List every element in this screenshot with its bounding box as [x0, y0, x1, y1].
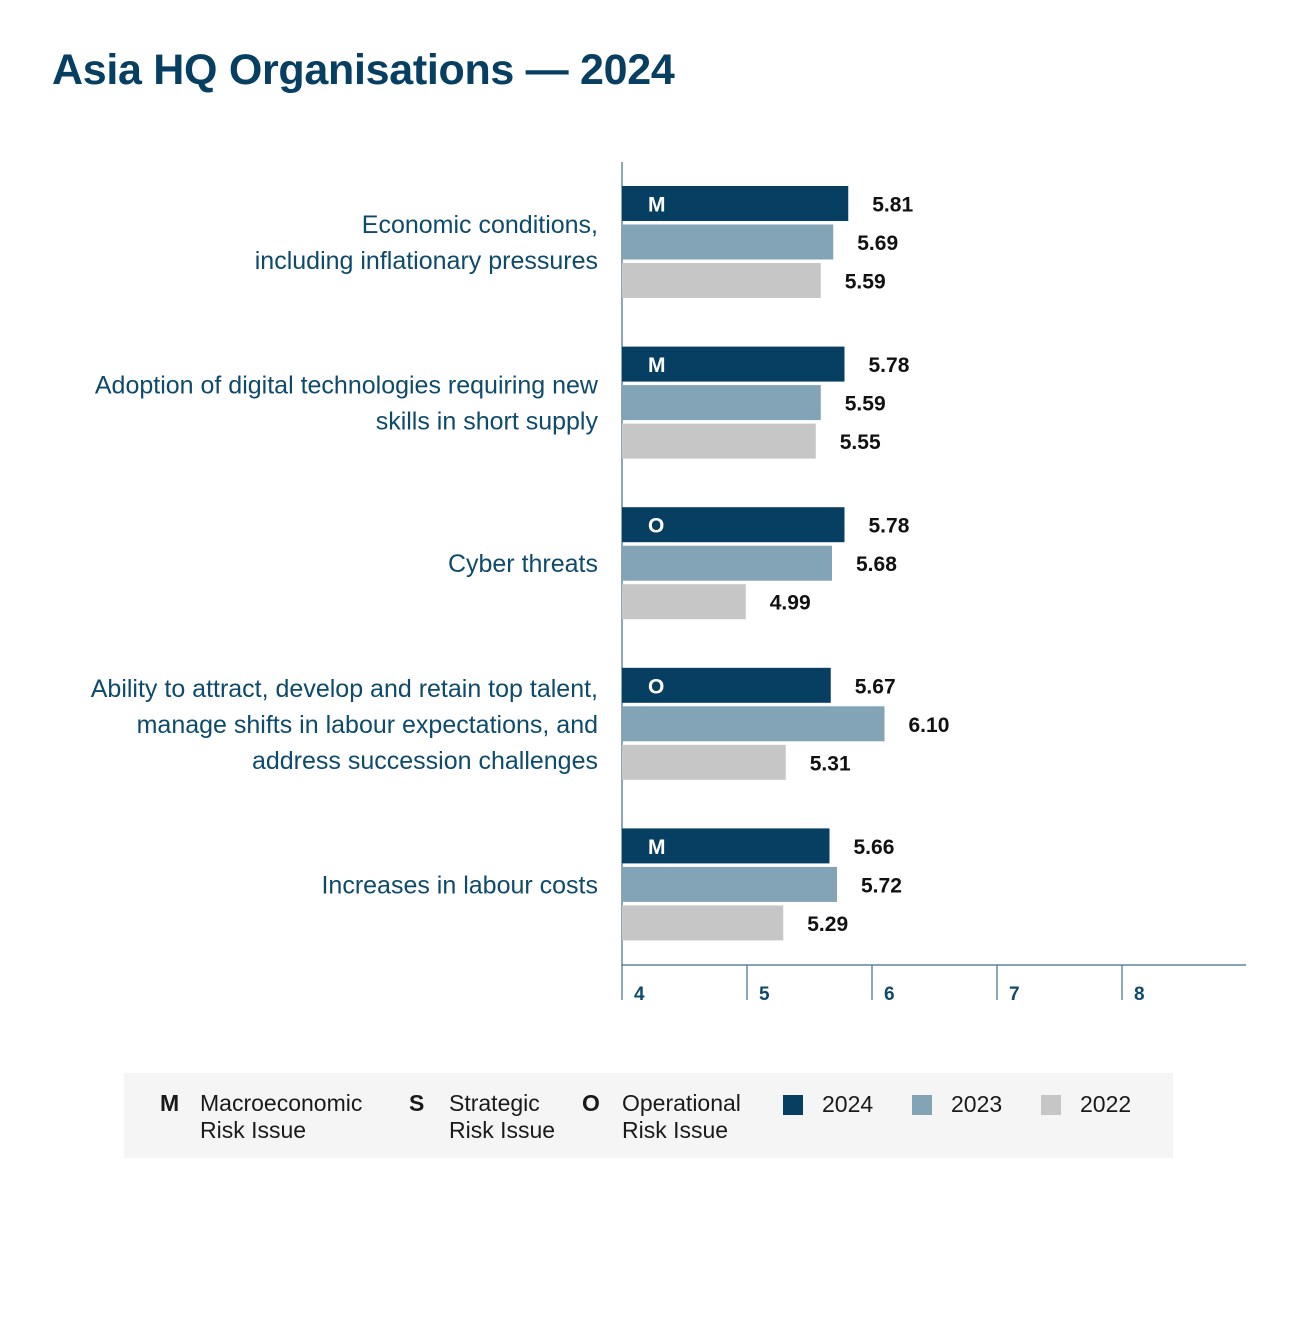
legend-text-line1: Macroeconomic — [200, 1090, 363, 1116]
data-label: 5.55 — [840, 431, 881, 454]
legend-code: M — [160, 1090, 180, 1116]
data-label: 4.99 — [770, 592, 811, 615]
x-tick-label: 7 — [1009, 984, 1020, 1005]
legend-item-strategic: S Strategic Risk Issue — [409, 1090, 555, 1144]
category-label: manage shifts in labour expectations, an… — [137, 711, 598, 739]
bar-2022 — [622, 263, 821, 298]
data-label: 5.72 — [861, 874, 902, 897]
risk-code-label: O — [648, 675, 664, 698]
legend-text-line2: Risk Issue — [449, 1117, 556, 1143]
data-label: 5.66 — [854, 836, 895, 859]
category-label: Ability to attract, develop and retain t… — [91, 675, 598, 703]
bar-2022 — [622, 744, 786, 780]
legend-code: S — [409, 1090, 425, 1116]
legend-swatch-2024 — [783, 1095, 803, 1115]
bar-2023 — [622, 224, 834, 260]
legend-year: 2023 — [951, 1091, 1003, 1117]
data-label: 5.81 — [872, 194, 913, 217]
legend-text-line2: Risk Issue — [200, 1117, 307, 1143]
legend-item-2023: 2023 — [912, 1091, 1002, 1118]
legend-text-line1: Operational — [622, 1090, 741, 1116]
legend-item-2024: 2024 — [783, 1091, 873, 1118]
data-label: 5.68 — [856, 553, 897, 576]
data-label: 5.78 — [869, 354, 910, 377]
data-label: 5.67 — [855, 675, 896, 698]
bar-2024 — [622, 186, 849, 221]
bar-2022 — [622, 584, 746, 620]
legend-text-line2: Risk Issue — [622, 1117, 729, 1143]
category-label: Increases in labour costs — [321, 871, 598, 899]
category-label: Cyber threats — [448, 550, 598, 578]
risk-code-label: O — [648, 515, 664, 538]
legend-text-line1: Strategic — [449, 1090, 540, 1116]
legend-year: 2022 — [1080, 1091, 1132, 1117]
category-label: address succession challenges — [252, 747, 598, 775]
data-label: 5.69 — [857, 232, 898, 255]
bar-2024 — [622, 346, 845, 382]
category-label: Adoption of digital technologies requiri… — [95, 372, 599, 400]
risk-code-label: M — [648, 194, 666, 217]
bar-2023 — [622, 385, 821, 421]
category-label: skills in short supply — [376, 408, 599, 436]
data-label: 6.10 — [909, 714, 950, 737]
bar-2023 — [622, 706, 885, 742]
category-label: including inflationary pressures — [255, 247, 598, 275]
bar-2023 — [622, 866, 837, 902]
legend-item-macroeconomic: M Macroeconomic Risk Issue — [160, 1090, 362, 1144]
bar-2023 — [622, 545, 832, 581]
data-label: 5.31 — [810, 752, 851, 775]
bar-2022 — [622, 423, 816, 459]
bar-2024 — [622, 507, 845, 543]
data-label: 5.59 — [845, 393, 886, 416]
risk-code-label: M — [648, 354, 666, 377]
bar-2022 — [622, 905, 784, 941]
data-label: 5.78 — [869, 515, 910, 538]
chart-title: Asia HQ Organisations — 2024 — [52, 46, 675, 94]
legend-year: 2024 — [822, 1091, 874, 1117]
bar-2024 — [622, 828, 830, 864]
x-tick-label: 4 — [634, 984, 645, 1005]
category-label: Economic conditions, — [362, 211, 598, 239]
x-tick-label: 5 — [759, 984, 770, 1005]
bar-chart: 4 5 6 7 8 Economic conditions, including infla… — [91, 162, 1246, 1005]
data-label: 5.59 — [845, 271, 886, 294]
data-label: 5.29 — [807, 913, 848, 936]
legend-swatch-2022 — [1041, 1095, 1061, 1115]
bar-2024 — [622, 667, 831, 703]
legend-item-2022: 2022 — [1041, 1091, 1131, 1118]
risk-code-label: M — [648, 836, 666, 859]
x-tick-label: 6 — [884, 984, 895, 1005]
legend: M Macroeconomic Risk Issue S Strategic R… — [124, 1073, 1173, 1158]
legend-swatch-2023 — [912, 1095, 932, 1115]
legend-code: O — [582, 1090, 600, 1116]
legend-item-operational: O Operational Risk Issue — [582, 1090, 741, 1144]
x-tick-label: 8 — [1134, 984, 1145, 1005]
